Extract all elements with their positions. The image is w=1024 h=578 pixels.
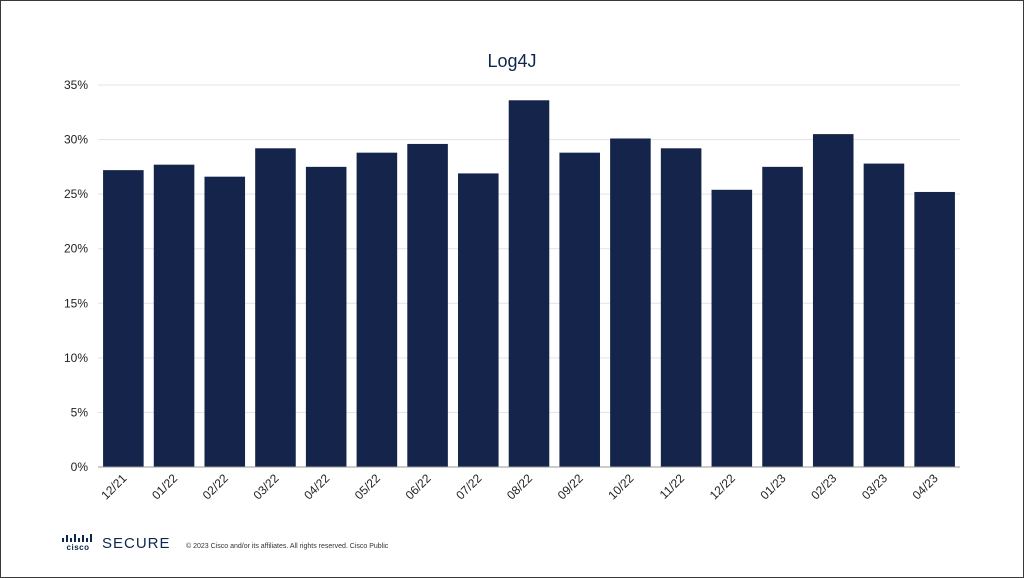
bar [305, 166, 347, 467]
x-tick-label: 10/22 [605, 471, 636, 502]
x-tick-label: 12/21 [98, 471, 129, 502]
bar [204, 176, 246, 467]
bar [407, 143, 448, 468]
x-axis-ticks: 12/21 01/22 02/22 03/22 04/22 05/22 06/22 07/22… [98, 471, 941, 502]
chart-title: Log4J [487, 51, 536, 71]
y-tick-label: 35% [64, 78, 88, 92]
bar [153, 164, 195, 467]
secure-wordmark: SECURE [102, 534, 171, 552]
cisco-bars-icon [62, 534, 92, 542]
bar [914, 191, 955, 467]
x-tick-label: 03/22 [250, 471, 281, 502]
x-tick-label: 01/22 [149, 471, 180, 502]
bar [711, 189, 753, 467]
x-tick-label: 07/22 [453, 471, 484, 502]
y-tick-label: 15% [64, 296, 88, 310]
y-tick-label: 25% [64, 187, 88, 201]
x-tick-label: 04/22 [301, 471, 332, 502]
bar [356, 152, 398, 467]
x-tick-label: 08/22 [504, 471, 535, 502]
y-tick-label: 5% [71, 405, 89, 419]
bar [660, 148, 702, 467]
bar [103, 170, 144, 468]
y-axis-ticks: 0% 5% 10% 15% 20% 25% 30% 35% [64, 78, 88, 474]
x-tick-label: 11/22 [657, 471, 688, 502]
bar [610, 138, 651, 468]
bar [458, 173, 499, 468]
x-tick-label: 09/22 [555, 471, 586, 502]
bar [255, 148, 296, 467]
bar [559, 152, 600, 467]
cisco-wordmark: cisco [66, 543, 90, 552]
bar [812, 134, 854, 467]
x-tick-label: 03/23 [859, 471, 890, 502]
copyright-text: © 2023 Cisco and/or its affiliates. All … [186, 543, 389, 550]
bar [863, 163, 905, 467]
bars-group [103, 100, 955, 468]
bar [508, 100, 550, 467]
x-tick-label: 02/23 [808, 471, 839, 502]
x-tick-label: 02/22 [200, 471, 231, 502]
x-tick-label: 06/22 [403, 471, 434, 502]
x-tick-label: 01/23 [758, 471, 789, 502]
y-tick-label: 20% [64, 242, 88, 256]
y-tick-label: 0% [71, 460, 89, 474]
y-tick-label: 30% [64, 133, 88, 147]
bar [762, 166, 803, 467]
y-tick-label: 10% [64, 351, 88, 365]
cisco-bridge-logo: cisco [62, 534, 94, 552]
x-tick-label: 05/22 [352, 471, 383, 502]
cisco-secure-logo: cisco SECURE [62, 534, 171, 552]
x-tick-label: 04/23 [910, 471, 941, 502]
x-tick-label: 12/22 [707, 471, 738, 502]
